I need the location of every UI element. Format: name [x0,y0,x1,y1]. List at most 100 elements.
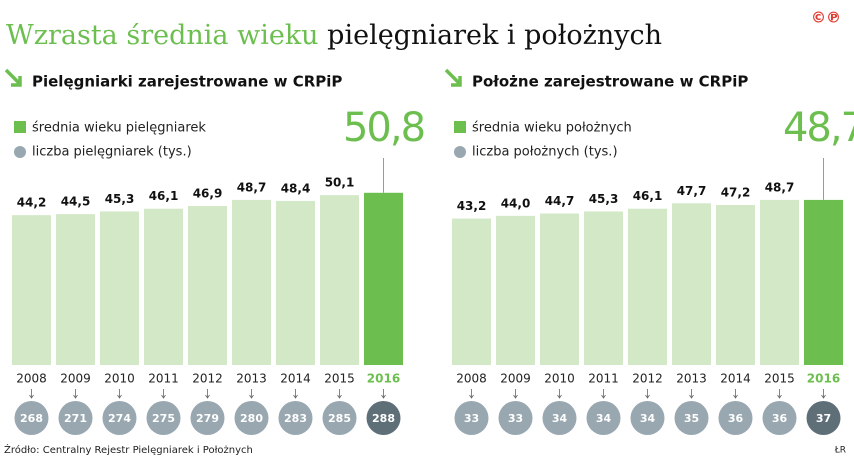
count-label: 36 [772,412,788,425]
subtitle: Położne zarejestrowane w CRPiP [472,73,748,91]
logo: ©℗ [811,9,841,27]
bar [584,211,623,365]
x-tick-label: 2015 [764,372,795,386]
count-label: 271 [64,412,87,425]
connector-arrow [645,389,650,399]
count-circle [498,401,533,435]
bar [452,218,491,365]
value-label: 45,3 [105,192,135,206]
count-label: 35 [684,412,699,425]
count-circle [234,401,269,435]
source: Źródło: Centralny Rejestr Pielęgniarek i… [4,443,253,456]
count-circle [322,401,357,435]
connector-arrow [513,389,518,399]
x-tick-label: 2009 [500,372,531,386]
legend-label: średnia wieku pielęgniarek [32,121,206,136]
count-circle [806,401,841,435]
value-label: 50,1 [325,176,355,190]
bar [540,213,579,365]
legend-label: liczba położnych (tys.) [472,145,618,160]
legend-label: średnia wieku położnych [472,121,632,136]
connector-arrow [337,389,342,399]
connector-arrow [689,389,694,399]
count-label: 279 [196,412,219,425]
bar [12,215,51,365]
x-tick-label: 2011 [588,372,619,386]
bar [188,206,227,365]
connector-arrow [205,389,210,399]
x-tick-label: 2016 [367,372,400,386]
connector-arrow [777,389,782,399]
value-label: 48,7 [783,105,854,151]
title: Wzrasta średnia wieku pielęgniarek i poł… [6,20,662,51]
count-circle [542,401,577,435]
value-label: 44,7 [545,194,575,208]
connector-arrow [293,389,298,399]
connector-arrow [29,389,34,399]
legend-label: liczba pielęgniarek (tys.) [32,145,192,160]
count-label: 280 [240,412,263,425]
arrow-icon [4,68,22,87]
bar [760,199,799,365]
x-tick-label: 2014 [280,372,311,386]
bar [496,215,535,365]
connector-arrow [73,389,78,399]
legend-swatch [454,121,466,133]
value-label: 44,5 [61,195,91,209]
value-label: 46,1 [149,189,179,203]
bar [320,195,359,365]
value-label: 44,0 [501,196,531,210]
connector-arrow [117,389,122,399]
bar [628,208,667,365]
x-tick-label: 2010 [544,372,575,386]
x-tick-label: 2014 [720,372,751,386]
x-tick-label: 2013 [676,372,707,386]
x-tick-label: 2015 [324,372,355,386]
count-label: 283 [284,412,307,425]
value-label: 47,2 [721,185,751,199]
x-tick-label: 2009 [60,372,91,386]
value-label: 44,2 [17,196,47,210]
count-circle [718,401,753,435]
value-label: 46,1 [633,189,663,203]
count-label: 268 [20,412,43,425]
bar [716,204,755,365]
count-circle [278,401,313,435]
connector-arrow [381,389,386,399]
value-label: 43,2 [457,199,487,213]
value-label: 45,3 [589,192,619,206]
legend-swatch [14,146,26,158]
x-tick-label: 2008 [16,372,47,386]
x-tick-label: 2012 [632,372,663,386]
x-tick-label: 2010 [104,372,135,386]
count-circle [586,401,621,435]
x-tick-label: 2013 [236,372,267,386]
connector-arrow [161,389,166,399]
count-label: 33 [508,412,523,425]
value-label: 46,9 [193,187,223,201]
count-circle [454,401,489,435]
x-tick-label: 2012 [192,372,223,386]
count-circle [14,401,49,435]
subtitle: Pielęgniarki zarejestrowane w CRPiP [32,73,342,91]
count-label: 34 [640,412,656,425]
bar [144,208,183,365]
value-label: 48,4 [281,181,311,195]
title-rest: pielęgniarek i położnych [327,20,662,51]
count-circle [58,401,93,435]
legend-swatch [14,121,26,133]
count-circle [630,401,665,435]
bar [232,199,271,365]
count-circle [146,401,181,435]
value-label: 50,8 [343,105,424,151]
value-label: 47,7 [677,184,707,198]
connector-arrow [733,389,738,399]
connector-arrow [469,389,474,399]
connector-arrow [821,389,826,399]
value-label: 48,7 [237,180,267,194]
count-label: 37 [816,412,831,425]
count-circle [674,401,709,435]
bar [364,192,403,365]
count-label: 34 [552,412,568,425]
